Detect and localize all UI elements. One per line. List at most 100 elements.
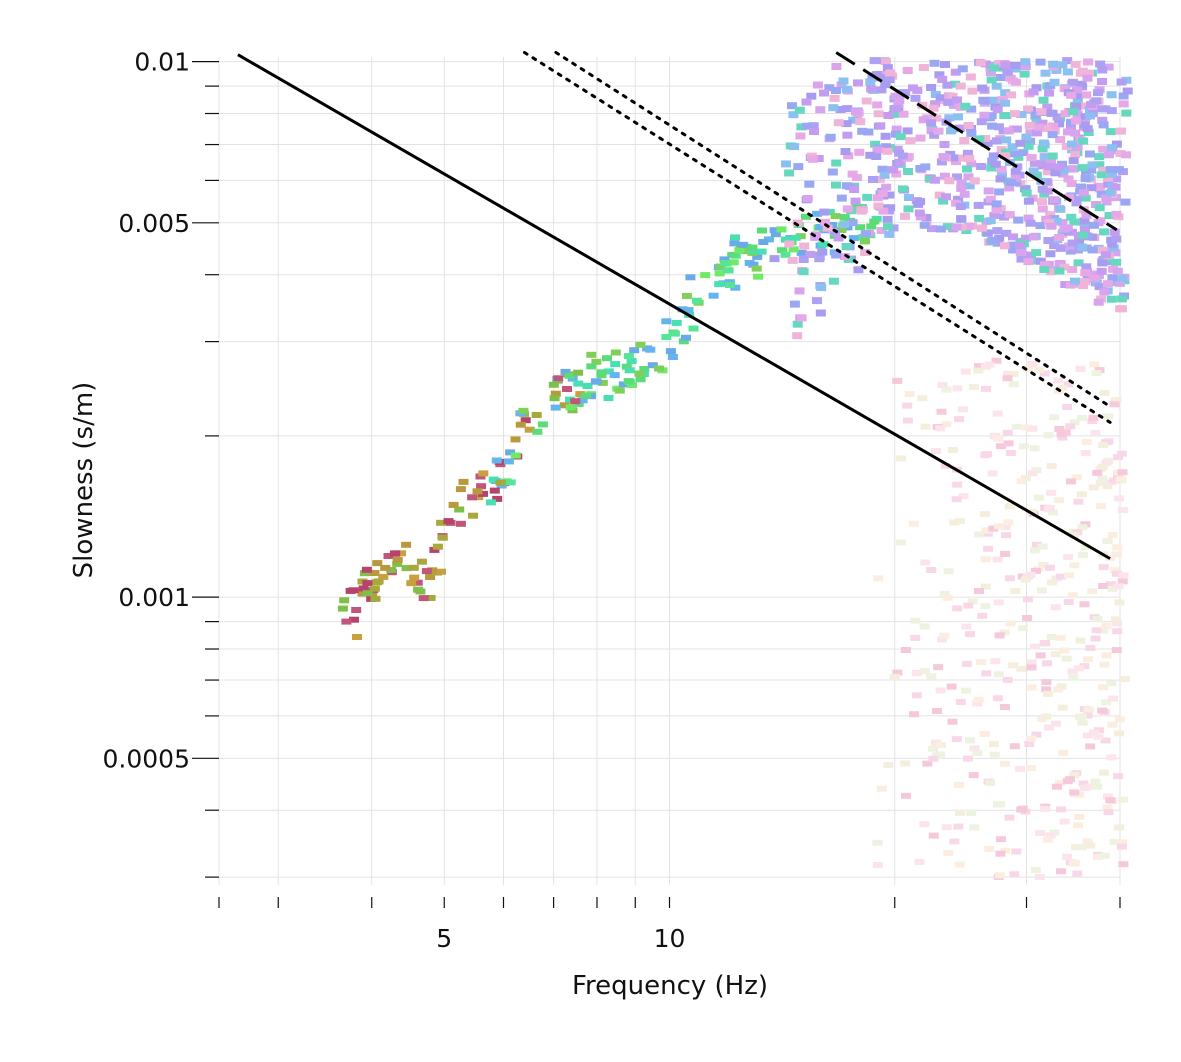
heatmap-cell xyxy=(839,221,850,228)
heatmap-cell xyxy=(986,76,997,84)
heatmap-cell xyxy=(787,102,797,110)
heatmap-cell xyxy=(1112,267,1123,275)
heatmap-cell xyxy=(700,272,711,279)
heatmap-cell xyxy=(1037,145,1048,153)
heatmap-cell xyxy=(1107,585,1118,592)
heatmap-cell xyxy=(1117,274,1128,282)
heatmap-cell xyxy=(1020,63,1031,71)
heatmap-cell xyxy=(1094,283,1105,291)
heatmap-cell xyxy=(359,570,370,577)
heatmap-cell xyxy=(847,219,858,227)
heatmap-cell xyxy=(934,71,945,79)
heatmap-cell xyxy=(1090,635,1101,642)
heatmap-cell xyxy=(930,100,941,108)
heatmap-cell xyxy=(881,143,891,151)
heatmap-cell xyxy=(974,135,985,143)
heatmap-cell xyxy=(623,353,634,360)
heatmap-cell xyxy=(1037,160,1048,168)
heatmap-cell xyxy=(1015,242,1025,250)
heatmap-cell xyxy=(840,148,851,155)
heatmap-cell xyxy=(1067,592,1078,599)
heatmap-cell xyxy=(610,361,621,368)
heatmap-cell xyxy=(362,580,373,587)
heatmap-cell xyxy=(1099,288,1110,296)
heatmap-cell xyxy=(421,568,432,575)
heatmap-cell xyxy=(1022,366,1033,373)
heatmap-cell xyxy=(392,560,403,567)
heatmap-cell xyxy=(1080,450,1091,456)
heatmap-cell xyxy=(883,112,894,119)
heatmap-cell xyxy=(753,273,764,280)
heatmap-cell xyxy=(352,634,362,640)
heatmap-cell xyxy=(1054,234,1064,241)
heatmap-cell xyxy=(1000,152,1010,160)
heatmap-cell xyxy=(831,63,842,70)
heatmap-cell xyxy=(831,181,841,189)
heatmap-cell xyxy=(1039,266,1050,273)
heatmap-cell xyxy=(1010,587,1021,594)
heatmap-cell xyxy=(835,106,846,113)
heatmap-cell xyxy=(1030,567,1041,574)
heatmap-cell xyxy=(957,65,968,73)
heatmap-cell xyxy=(681,334,691,341)
heatmap-cell xyxy=(565,396,575,403)
heatmap-cell xyxy=(1038,561,1049,568)
heatmap-cell xyxy=(962,755,973,762)
heatmap-cell xyxy=(1010,174,1021,182)
heatmap-cell xyxy=(1111,140,1122,148)
heatmap-cell xyxy=(1037,198,1047,206)
heatmap-cell xyxy=(819,89,829,97)
heatmap-cell xyxy=(1058,167,1069,175)
heatmap-cell xyxy=(454,506,465,513)
heatmap-cell xyxy=(1009,871,1020,878)
heatmap-cell xyxy=(1069,789,1080,796)
heatmap-cell xyxy=(990,658,1001,665)
heatmap-cell xyxy=(872,194,883,202)
heatmap-cell xyxy=(890,104,901,112)
heatmap-cell xyxy=(1065,281,1076,289)
heatmap-cell xyxy=(577,397,588,404)
heatmap-cell xyxy=(1028,88,1039,96)
heatmap-cell xyxy=(804,180,815,188)
heatmap-cell xyxy=(475,473,486,480)
heatmap-cell xyxy=(531,412,542,418)
heatmap-cell xyxy=(969,745,980,752)
heatmap-cell xyxy=(629,347,640,354)
heatmap-cell xyxy=(548,381,559,388)
heatmap-cell xyxy=(776,226,787,233)
heatmap-cell xyxy=(949,519,960,526)
heatmap-cell xyxy=(1022,596,1033,603)
heatmap-cell xyxy=(610,349,621,356)
heatmap-cell xyxy=(1109,477,1120,484)
heatmap-cell xyxy=(1094,161,1105,169)
heatmap-cell xyxy=(974,214,985,222)
heatmap-cell xyxy=(931,114,942,122)
heatmap-cell xyxy=(894,149,905,157)
heatmap-cell xyxy=(1023,142,1034,150)
heatmap-cell xyxy=(1068,78,1078,86)
heatmap-cell xyxy=(769,227,780,234)
heatmap-cell xyxy=(1120,198,1131,206)
heatmap-cell xyxy=(940,462,951,469)
heatmap-cell xyxy=(1074,665,1084,672)
heatmap-cell xyxy=(902,67,913,74)
heatmap-cell xyxy=(1113,166,1124,174)
heatmap-cell xyxy=(948,100,959,108)
heatmap-cell xyxy=(1069,532,1080,539)
heatmap-cell xyxy=(815,106,826,114)
heatmap-cell xyxy=(919,623,930,630)
heatmap-cell xyxy=(1027,425,1038,432)
heatmap-cell xyxy=(1106,581,1117,588)
heatmap-cell xyxy=(1096,503,1107,510)
heatmap-cell xyxy=(855,224,866,231)
heatmap-cell xyxy=(678,338,689,345)
heatmap-cell xyxy=(1015,765,1026,772)
heatmap-cell xyxy=(981,527,992,534)
heatmap-cell xyxy=(939,632,950,639)
heatmap-cell xyxy=(634,370,645,377)
heatmap-cell xyxy=(856,207,867,215)
heatmap-cell xyxy=(1007,143,1018,151)
heatmap-cell xyxy=(987,96,998,104)
heatmap-cell xyxy=(1037,119,1048,127)
heatmap-cell xyxy=(881,58,891,66)
